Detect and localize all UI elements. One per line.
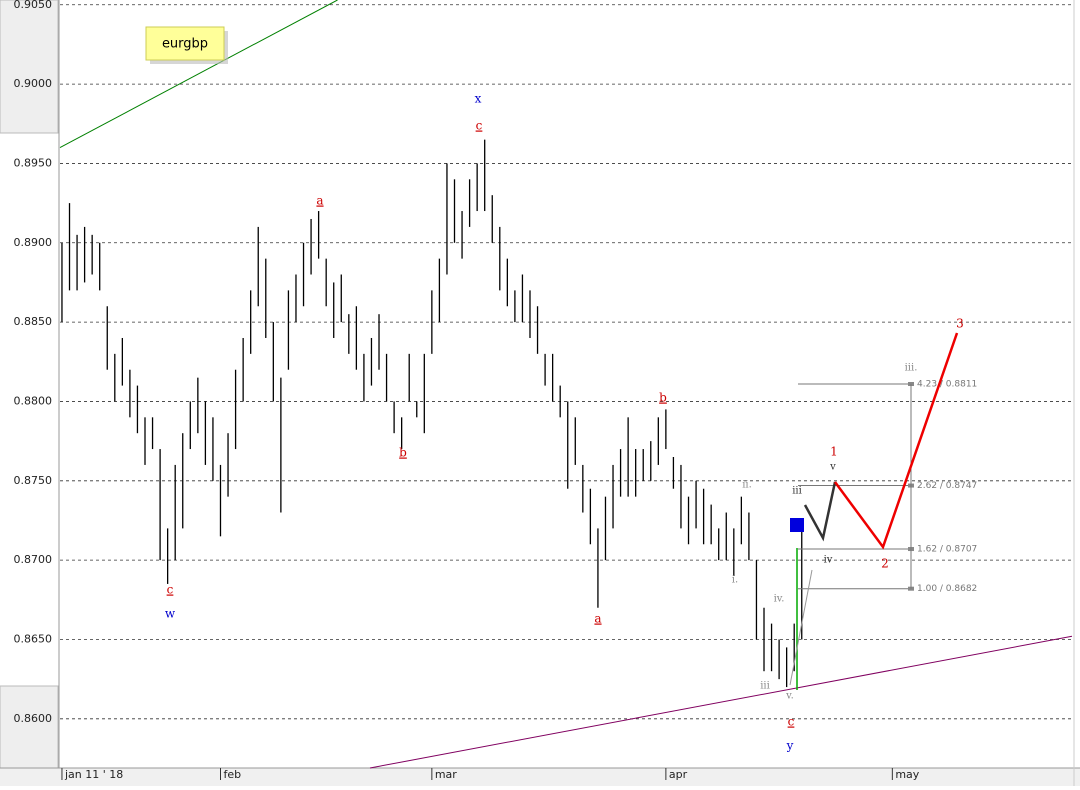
wave-label: iii <box>760 681 770 692</box>
y-tick-label: 0.8900 <box>14 236 53 249</box>
fib-label: 2.62 / 0.8747 <box>917 481 977 491</box>
wave-label: c <box>476 119 483 133</box>
trendline <box>59 0 338 149</box>
wave-label: a <box>316 194 323 208</box>
y-tick-label: 0.9050 <box>14 0 53 11</box>
projection-path <box>833 332 959 550</box>
x-axis-band <box>0 768 1080 786</box>
x-tick-label: may <box>895 768 919 781</box>
wave-label: y <box>786 739 794 753</box>
wave-label: w <box>165 607 176 621</box>
wave-label: v <box>829 462 836 473</box>
y-tick-label: 0.8600 <box>14 712 53 725</box>
wave-label: a <box>594 612 601 626</box>
wave-label: iv <box>824 555 833 566</box>
wave-label: b <box>659 391 667 405</box>
wave-label: b <box>399 446 407 460</box>
wave-label: i. <box>732 575 738 586</box>
fib-label: 1.00 / 0.8682 <box>917 584 977 594</box>
wave-label: 1 <box>830 445 838 459</box>
fib-label: 4.23 / 0.8811 <box>917 380 977 390</box>
axis-panel <box>0 685 59 769</box>
y-tick-label: 0.8750 <box>14 474 53 487</box>
x-tick-label: jan 11 ' 18 <box>64 768 123 781</box>
wave-line <box>789 569 813 686</box>
wave-label: iii <box>792 486 802 497</box>
projection-path <box>803 481 837 542</box>
x-tick-label: feb <box>223 768 241 781</box>
symbol: eurgbp <box>162 37 208 52</box>
x-tick-label: mar <box>435 768 457 781</box>
wave-label: ii. <box>742 480 752 491</box>
note <box>145 26 225 61</box>
plot: 0.8600 0.8650 0.8700 0.8750 0.8800 0.8850 0.89… <box>14 0 1073 781</box>
y-tick-label: 0.8950 <box>14 156 53 169</box>
y-tick-label: 0.8700 <box>14 553 53 566</box>
fib-label: 1.62 / 0.8707 <box>917 545 977 555</box>
wave-label: c <box>167 583 174 597</box>
wave-label: c <box>788 715 795 729</box>
y-tick-label: 0.8650 <box>14 632 53 645</box>
wave-label: iv. <box>774 594 785 605</box>
y-tick-label: 0.9000 <box>14 77 53 90</box>
y-tick-label: 0.8850 <box>14 315 53 328</box>
marker <box>790 518 804 532</box>
x-tick-label: apr <box>669 768 688 781</box>
wave-label: v. <box>785 691 794 702</box>
wave-label: 3 <box>956 317 964 331</box>
axis-panel <box>0 0 59 134</box>
wave-label: iii. <box>905 363 918 374</box>
trendline <box>369 635 1073 769</box>
wave-label: 2 <box>881 557 889 571</box>
y-tick-label: 0.8800 <box>14 394 53 407</box>
symbol-note: eurgbp <box>145 26 228 64</box>
wave-label: x <box>475 92 482 106</box>
